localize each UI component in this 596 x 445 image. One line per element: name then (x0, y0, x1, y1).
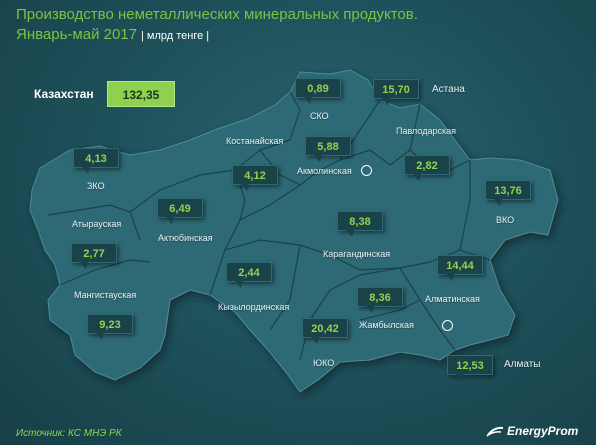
chart-title: Производство неметаллических минеральных… (16, 6, 418, 23)
value-box-zhambyl: 8,36 (357, 287, 403, 313)
logo-text: EnergyProm (507, 424, 579, 438)
city-label-almaty: Алматы (504, 359, 541, 370)
region-label-zko: ЗКО (87, 181, 105, 191)
value-box-atyrau: 2,77 (71, 243, 117, 269)
value-box-zko: 4,13 (73, 148, 119, 174)
value-box-almaty-city: 12,53 (447, 355, 493, 381)
logo-icon (486, 427, 504, 437)
region-label-mangistau: Мангистауская (74, 290, 137, 300)
value-box-pavlodar: 2,82 (404, 155, 450, 181)
chart-subtitle: Январь-май 2017 | млрд тенге | (16, 26, 209, 43)
value-box-sko: 0,89 (295, 78, 341, 104)
region-label-karaganda: Карагандинская (323, 249, 391, 259)
region-label-zhambyl: Жамбылская (359, 320, 414, 330)
region-label-sko: СКО (310, 111, 329, 121)
brand-logo: EnergyProm (486, 424, 578, 438)
value-box-kostanay: 4,12 (232, 165, 278, 191)
value-box-vko: 13,76 (485, 180, 531, 206)
value-box-yuko: 20,42 (302, 318, 348, 344)
period-label: Январь-май 2017 (16, 26, 137, 43)
city-label-astana: Астана (432, 84, 465, 95)
astana-city-marker (361, 165, 372, 176)
region-label-aktobe: Актюбинская (158, 233, 213, 243)
region-label-atyrau: Атырауская (72, 219, 122, 229)
region-label-pavlodar: Павлодарская (396, 126, 456, 136)
source-note: Источник: КС МНЭ РК (16, 428, 122, 439)
region-label-vko: ВКО (496, 215, 515, 225)
country-outline (29, 69, 559, 393)
region-label-yuko: ЮКО (313, 358, 335, 368)
value-box-akmola: 5,88 (305, 136, 351, 162)
value-box-kyzylorda: 2,44 (226, 262, 272, 288)
value-box-mangistau: 9,23 (87, 314, 133, 340)
region-label-kyzylorda: Кызылординская (218, 302, 290, 312)
region-label-kostanay: Костанайская (226, 136, 284, 146)
value-box-almaty-oblast: 14,44 (437, 255, 483, 281)
value-box-astana: 15,70 (373, 79, 419, 105)
country-total-value: 132,35 (107, 81, 175, 107)
country-total-label: Казахстан (34, 87, 94, 101)
value-box-karaganda: 8,38 (337, 211, 383, 237)
region-label-almaty-oblast: Алматинская (425, 294, 480, 304)
almaty-city-marker (442, 320, 453, 331)
unit-label: | млрд тенге | (140, 30, 210, 42)
region-label-akmola: Акмолинская (297, 166, 352, 176)
value-box-aktobe: 6,49 (157, 198, 203, 224)
